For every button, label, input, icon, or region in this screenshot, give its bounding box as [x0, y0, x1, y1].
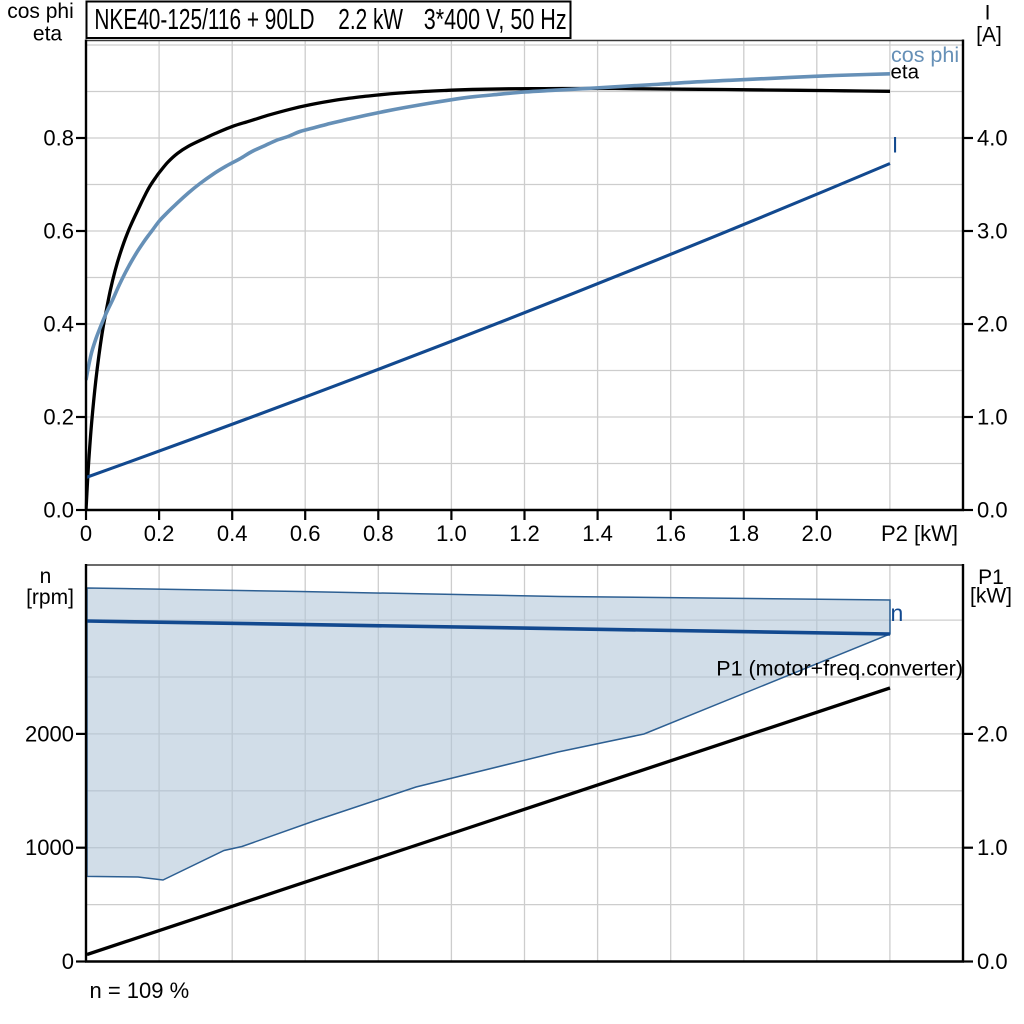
- svg-text:eta: eta: [33, 22, 63, 45]
- svg-text:4.0: 4.0: [977, 125, 1008, 150]
- svg-text:0.4: 0.4: [217, 521, 248, 546]
- svg-text:eta: eta: [891, 61, 920, 84]
- svg-text:P2 [kW]: P2 [kW]: [881, 521, 958, 546]
- svg-text:n: n: [891, 600, 904, 626]
- svg-text:0.0: 0.0: [43, 497, 74, 522]
- svg-text:1000: 1000: [25, 835, 74, 860]
- svg-text:0: 0: [62, 949, 74, 974]
- svg-text:0.4: 0.4: [43, 311, 74, 336]
- svg-text:0.6: 0.6: [290, 521, 321, 546]
- svg-text:n: n: [40, 565, 52, 588]
- svg-text:cos phi: cos phi: [891, 43, 959, 67]
- svg-text:1.4: 1.4: [582, 521, 613, 546]
- svg-text:0.0: 0.0: [977, 949, 1008, 974]
- svg-text:0.8: 0.8: [363, 521, 394, 546]
- svg-text:[kW]: [kW]: [970, 585, 1012, 608]
- svg-text:0.2: 0.2: [144, 521, 175, 546]
- svg-text:0.0: 0.0: [977, 497, 1008, 522]
- svg-text:P1: P1: [978, 566, 1004, 589]
- svg-text:0.2: 0.2: [43, 404, 74, 429]
- svg-text:1.8: 1.8: [729, 521, 760, 546]
- svg-text:0.8: 0.8: [43, 125, 74, 150]
- svg-text:3.0: 3.0: [977, 218, 1008, 243]
- svg-text:P1 (motor+freq.converter): P1 (motor+freq.converter): [716, 657, 963, 681]
- svg-text:1.2: 1.2: [509, 521, 540, 546]
- svg-text:2.0: 2.0: [977, 311, 1008, 336]
- svg-text:1.0: 1.0: [977, 835, 1008, 860]
- svg-text:I: I: [892, 133, 898, 158]
- svg-text:[A]: [A]: [976, 24, 1002, 47]
- svg-text:I: I: [985, 2, 991, 25]
- svg-text:cos phi: cos phi: [7, 0, 74, 23]
- svg-text:2.0: 2.0: [977, 721, 1008, 746]
- svg-text:1.6: 1.6: [655, 521, 686, 546]
- svg-text:2.0: 2.0: [802, 521, 833, 546]
- svg-text:1.0: 1.0: [977, 404, 1008, 429]
- svg-text:2000: 2000: [25, 721, 74, 746]
- svg-text:0.6: 0.6: [43, 218, 74, 243]
- svg-text:[rpm]: [rpm]: [26, 586, 74, 609]
- svg-text:1.0: 1.0: [436, 521, 467, 546]
- svg-text:n = 109 %: n = 109 %: [90, 978, 190, 1003]
- svg-text:0: 0: [80, 521, 92, 546]
